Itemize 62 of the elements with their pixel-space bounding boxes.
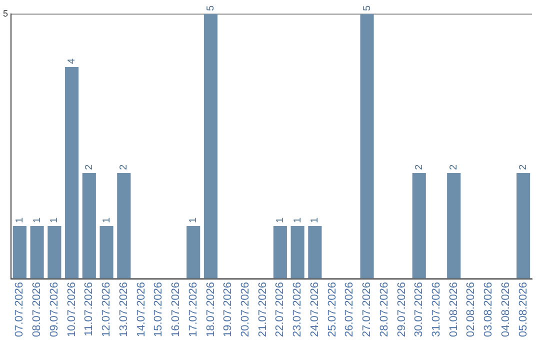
data-label: 1 [101,216,112,223]
x-tick-label: 07.07.2026 [14,282,26,338]
bar [12,226,26,278]
x-tick-label: 01.08.2026 [448,282,460,338]
bar [516,172,530,278]
bar [65,66,79,278]
x-tick-label: 04.08.2026 [500,282,512,338]
data-label: 4 [66,58,78,64]
data-label: 1 [32,216,43,223]
data-label: 2 [448,164,460,170]
x-tick-label: 05.08.2026 [517,282,530,338]
data-label: 1 [292,216,304,223]
x-tick-label: 11.07.2026 [83,282,96,336]
x-tick-label: 08.07.2026 [31,282,44,338]
x-tick-label: 19.07.2026 [222,282,234,338]
data-label: 1 [310,216,321,223]
x-tick-label: 12.07.2026 [100,282,113,338]
x-tick-label: 15.07.2026 [152,282,165,338]
x-tick-label: 10.07.2026 [66,282,78,338]
bar [48,226,62,278]
x-tick-label: 16.07.2026 [170,282,182,338]
x-tick-label: 29.07.2026 [396,282,408,338]
x-tick-label: 14.07.2026 [135,282,148,338]
x-tick-label: 28.07.2026 [378,282,390,338]
bar [290,226,304,278]
data-label: 1 [274,216,286,223]
bar [308,226,322,278]
bar [360,14,374,278]
data-label: 1 [14,216,26,223]
bar [273,226,287,278]
bar [186,226,200,278]
x-tick-label: 13.07.2026 [118,282,130,338]
x-tick-label: 26.07.2026 [344,282,356,338]
bar [117,172,131,278]
bar [82,172,96,278]
x-tick-label: 25.07.2026 [326,282,338,338]
bar [30,226,44,278]
bar [100,226,114,278]
x-tick-label: 21.07.2026 [256,282,269,338]
data-label: 1 [188,216,200,223]
x-tick-label: 02.08.2026 [465,282,478,338]
data-label: 5 [205,5,216,11]
x-tick-label: 22.07.2026 [274,282,286,338]
data-label: 2 [84,164,95,170]
x-tick-label: 18.07.2026 [204,282,217,338]
x-tick-label: 17.07.2026 [187,282,200,338]
x-tick-label: 27.07.2026 [361,282,374,338]
bar [447,172,461,278]
data-label: 1 [49,216,60,223]
bar [204,14,218,278]
data-label: 5 [362,5,373,11]
data-label: 2 [518,164,530,170]
x-tick-label: 30.07.2026 [413,282,426,338]
x-tick-label: 03.08.2026 [482,282,495,338]
x-tick-label: 24.07.2026 [308,282,321,338]
data-label: 2 [414,164,425,170]
data-label: 2 [118,164,130,170]
x-tick-label: 31.07.2026 [430,282,443,338]
x-tick-label: 23.07.2026 [292,282,304,338]
bar [412,172,426,278]
x-tick-label: 20.07.2026 [239,282,252,338]
x-tick-label: 09.07.2026 [48,282,60,338]
